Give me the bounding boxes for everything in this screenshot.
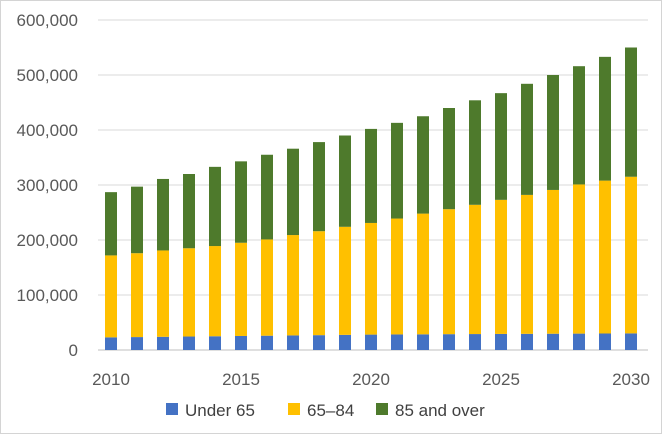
y-tick-label: 500,000	[17, 66, 78, 85]
y-axis: 0 100,000 200,000 300,000 400,000 500,000 600,…	[17, 11, 78, 360]
y-tick-label: 200,000	[17, 231, 78, 250]
bar-segment-65-84-2012	[157, 250, 169, 337]
bar-segment-85-and-over-2014	[209, 166, 221, 247]
bar-segment-under-65-2012	[157, 336, 169, 350]
bars	[105, 47, 637, 350]
bar-segment-under-65-2011	[131, 337, 143, 350]
bar-segment-under-65-2028	[573, 333, 585, 350]
bar-segment-85-and-over-2015	[235, 161, 247, 243]
bar-segment-85-and-over-2023	[443, 108, 455, 210]
bar-segment-85-and-over-2011	[131, 186, 143, 254]
bar-segment-under-65-2021	[391, 334, 403, 350]
x-tick-label: 2030	[612, 370, 650, 389]
bar-segment-85-and-over-2026	[521, 83, 533, 195]
bar-segment-under-65-2010	[105, 337, 117, 350]
bar-segment-85-and-over-2024	[469, 100, 481, 205]
bar-segment-under-65-2029	[599, 333, 611, 350]
bar-segment-under-65-2024	[469, 334, 481, 350]
bar-segment-65-84-2021	[391, 218, 403, 335]
bar-segment-85-and-over-2022	[417, 116, 429, 214]
bar-segment-under-65-2018	[313, 335, 325, 350]
bar-segment-under-65-2014	[209, 336, 221, 350]
bar-segment-65-84-2019	[339, 226, 351, 335]
bar-segment-65-84-2030	[625, 176, 637, 334]
y-tick-label: 600,000	[17, 11, 78, 30]
x-tick-label: 2025	[482, 370, 520, 389]
bar-segment-65-84-2023	[443, 209, 455, 335]
bar-segment-65-84-2029	[599, 180, 611, 334]
bar-segment-under-65-2022	[417, 334, 429, 350]
bar-segment-under-65-2023	[443, 334, 455, 350]
bar-segment-under-65-2013	[183, 336, 195, 350]
y-tick-label: 300,000	[17, 176, 78, 195]
legend-label-0: Under 65	[185, 401, 255, 420]
bar-segment-65-84-2028	[573, 184, 585, 334]
bar-segment-under-65-2027	[547, 333, 559, 350]
bar-segment-85-and-over-2020	[365, 128, 377, 223]
bar-segment-65-84-2024	[469, 204, 481, 335]
bar-segment-65-84-2014	[209, 246, 221, 337]
bar-segment-under-65-2016	[261, 335, 273, 350]
bar-segment-65-84-2027	[547, 189, 559, 334]
bar-segment-65-84-2016	[261, 239, 273, 336]
bar-segment-65-84-2017	[287, 235, 299, 336]
bar-segment-85-and-over-2021	[391, 122, 403, 219]
bar-segment-85-and-over-2019	[339, 135, 351, 227]
bar-segment-65-84-2018	[313, 231, 325, 336]
bar-segment-85-and-over-2012	[157, 178, 169, 251]
bar-segment-under-65-2030	[625, 333, 637, 350]
bar-segment-85-and-over-2010	[105, 192, 117, 256]
x-tick-label: 2020	[352, 370, 390, 389]
bar-segment-85-and-over-2025	[495, 93, 507, 200]
bar-segment-under-65-2017	[287, 335, 299, 350]
y-tick-label: 400,000	[17, 121, 78, 140]
x-tick-label: 2010	[92, 370, 130, 389]
legend-label-2: 85 and over	[395, 401, 485, 420]
bar-segment-65-84-2020	[365, 222, 377, 335]
bar-segment-85-and-over-2027	[547, 75, 559, 190]
bar-segment-under-65-2019	[339, 334, 351, 350]
bar-segment-85-and-over-2018	[313, 142, 325, 232]
bar-segment-85-and-over-2030	[625, 47, 637, 177]
bar-segment-85-and-over-2017	[287, 148, 299, 236]
legend-swatch-0	[166, 403, 178, 415]
bar-segment-65-84-2026	[521, 194, 533, 334]
legend-label-1: 65–84	[307, 401, 354, 420]
bar-segment-85-and-over-2028	[573, 66, 585, 185]
bar-segment-under-65-2020	[365, 334, 377, 350]
bar-segment-65-84-2025	[495, 199, 507, 334]
y-tick-label: 100,000	[17, 286, 78, 305]
legend-swatch-2	[376, 403, 388, 415]
bar-segment-under-65-2026	[521, 333, 533, 350]
y-tick-label: 0	[69, 341, 78, 360]
bar-segment-65-84-2015	[235, 242, 247, 336]
bar-segment-65-84-2011	[131, 253, 143, 338]
bar-segment-under-65-2015	[235, 335, 247, 350]
x-axis: 2010 2015 2020 2025 2030	[92, 370, 650, 389]
bar-segment-85-and-over-2029	[599, 56, 611, 181]
bar-segment-85-and-over-2016	[261, 154, 273, 240]
legend: Under 65 65–84 85 and over	[166, 401, 485, 420]
bar-segment-under-65-2025	[495, 333, 507, 350]
legend-swatch-1	[288, 403, 300, 415]
bar-segment-65-84-2022	[417, 213, 429, 335]
bar-segment-65-84-2010	[105, 255, 117, 338]
x-tick-label: 2015	[222, 370, 260, 389]
bar-segment-65-84-2013	[183, 248, 195, 337]
bar-segment-85-and-over-2013	[183, 174, 195, 249]
